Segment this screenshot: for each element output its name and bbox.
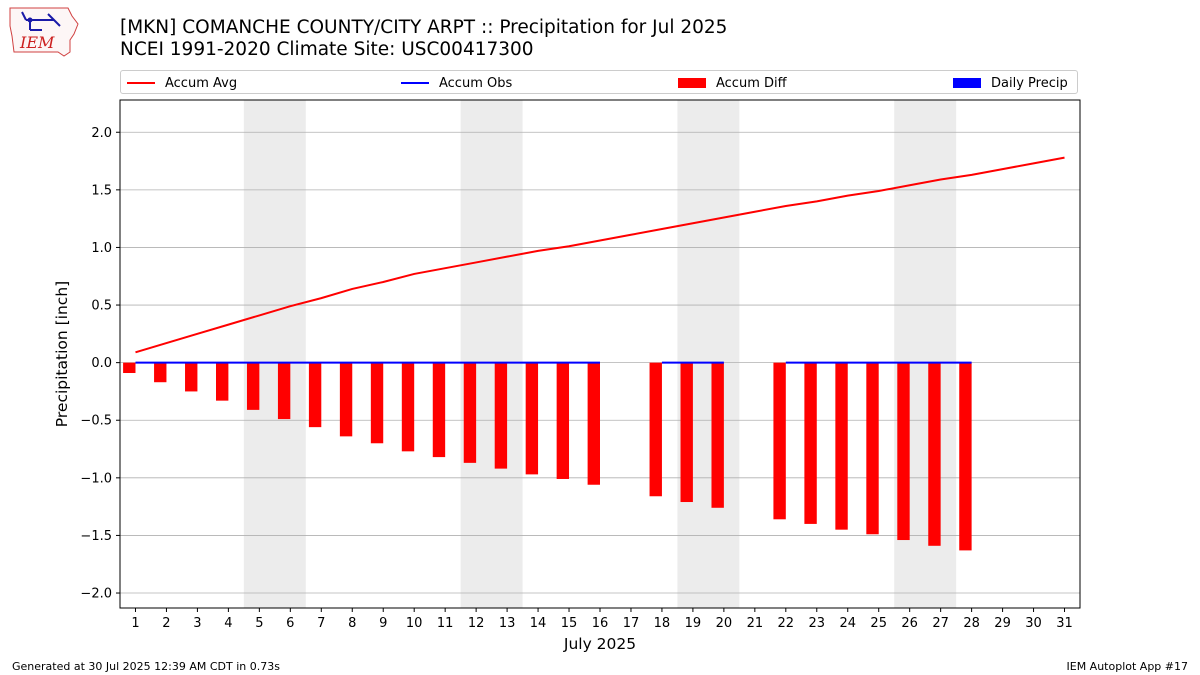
accum-diff-bar	[835, 362, 848, 530]
x-tick-label: 2	[162, 616, 170, 631]
legend-label-accum-avg: Accum Avg	[165, 75, 238, 91]
iem-logo: IEM	[9, 7, 79, 57]
y-tick-label: 0.5	[91, 299, 112, 314]
accum-diff-bar	[897, 362, 910, 541]
x-tick-label: 27	[932, 616, 949, 631]
x-tick-label: 17	[623, 616, 640, 631]
legend-item-accum-diff: Accum Diff	[678, 74, 787, 92]
accum-diff-bar	[185, 362, 198, 392]
accum-diff-bar	[123, 362, 136, 374]
x-tick-label: 13	[499, 616, 516, 631]
x-tick-label: 11	[437, 616, 454, 631]
y-tick-label: −2.0	[80, 587, 112, 602]
plot-frame	[119, 99, 1081, 609]
legend-swatch-accum-diff	[678, 78, 706, 88]
accum-diff-bar	[339, 362, 353, 437]
x-tick-label: 31	[1056, 616, 1073, 631]
x-tick-label: 1	[131, 616, 139, 631]
x-tick-label: 23	[809, 616, 826, 631]
legend-label-accum-obs: Accum Obs	[439, 75, 513, 91]
accum-diff-bar	[804, 362, 817, 524]
weekend-band	[243, 100, 306, 608]
x-tick-label: 22	[778, 616, 795, 631]
chart-legend: Accum Avg Accum Obs Accum Diff Daily Pre…	[120, 70, 1078, 94]
accum-diff-bar	[277, 362, 291, 420]
y-axis-label: Precipitation [inch]	[53, 281, 71, 427]
x-tick-label: 21	[747, 616, 764, 631]
y-tick-label: −0.5	[80, 414, 112, 429]
x-tick-label: 24	[839, 616, 856, 631]
accum-diff-bar	[432, 362, 446, 458]
footer-app-text: IEM Autoplot App #17	[1066, 660, 1189, 673]
y-tick-label: 1.0	[91, 241, 112, 256]
legend-item-accum-obs: Accum Obs	[401, 74, 512, 92]
accum-diff-bar	[525, 362, 539, 475]
x-tick-label: 12	[468, 616, 485, 631]
accum-diff-bar	[959, 362, 972, 551]
accum-diff-bar	[370, 362, 384, 444]
x-tick-label: 9	[379, 616, 387, 631]
legend-item-accum-avg: Accum Avg	[127, 74, 237, 92]
legend-swatch-daily-precip	[953, 78, 981, 88]
x-tick-label: 19	[685, 616, 702, 631]
accum-diff-bar	[463, 362, 477, 463]
y-tick-label: −1.5	[80, 529, 112, 544]
accum-diff-bar	[246, 362, 260, 410]
logo-text: IEM	[19, 33, 55, 52]
x-tick-label: 28	[963, 616, 980, 631]
accum-diff-bar	[773, 362, 786, 520]
legend-swatch-accum-avg	[127, 82, 155, 84]
x-tick-label: 5	[255, 616, 263, 631]
accum-diff-bar	[401, 362, 415, 452]
legend-item-daily-precip: Daily Precip	[953, 74, 1068, 92]
x-tick-label: 26	[901, 616, 918, 631]
accum-diff-bar	[587, 362, 600, 485]
weekend-band	[460, 100, 523, 608]
x-tick-label: 10	[406, 616, 423, 631]
x-tick-label: 29	[994, 616, 1011, 631]
x-tick-label: 6	[286, 616, 294, 631]
accum-diff-bar	[494, 362, 508, 469]
accum-avg-line	[135, 156, 1065, 354]
accum-diff-bar	[711, 362, 724, 508]
accum-diff-bar	[308, 362, 322, 428]
x-axis-label: July 2025	[563, 635, 636, 653]
x-tick-label: 20	[716, 616, 733, 631]
x-tick-label: 4	[224, 616, 232, 631]
accum-diff-bar	[680, 362, 693, 503]
chart-subtitle: NCEI 1991-2020 Climate Site: USC00417300	[120, 39, 534, 60]
weekend-band	[677, 100, 740, 608]
x-tick-label: 8	[348, 616, 356, 631]
x-tick-label: 14	[530, 616, 547, 631]
x-tick-label: 18	[654, 616, 671, 631]
chart-title: [MKN] COMANCHE COUNTY/CITY ARPT :: Preci…	[120, 17, 728, 38]
x-tick-label: 3	[193, 616, 201, 631]
y-tick-label: 1.5	[91, 183, 112, 198]
legend-label-daily-precip: Daily Precip	[991, 75, 1068, 91]
y-tick-label: −1.0	[80, 471, 112, 486]
y-tick-label: 2.0	[91, 126, 112, 141]
y-tick-label: 0.0	[91, 356, 112, 371]
x-tick-label: 30	[1025, 616, 1042, 631]
accum-diff-bar	[154, 362, 167, 383]
legend-swatch-accum-obs	[401, 82, 429, 84]
footer-generated-text: Generated at 30 Jul 2025 12:39 AM CDT in…	[12, 660, 280, 673]
accum-diff-bar	[556, 362, 570, 479]
legend-label-accum-diff: Accum Diff	[716, 75, 787, 91]
accum-diff-bar	[928, 362, 941, 546]
accum-diff-bar	[866, 362, 879, 535]
accum-diff-bar	[216, 362, 229, 401]
weather-station-icon	[21, 11, 61, 31]
x-tick-label: 16	[592, 616, 609, 631]
accum-diff-bar	[649, 362, 662, 497]
x-tick-label: 25	[870, 616, 887, 631]
x-tick-label: 15	[561, 616, 578, 631]
x-tick-label: 7	[317, 616, 325, 631]
